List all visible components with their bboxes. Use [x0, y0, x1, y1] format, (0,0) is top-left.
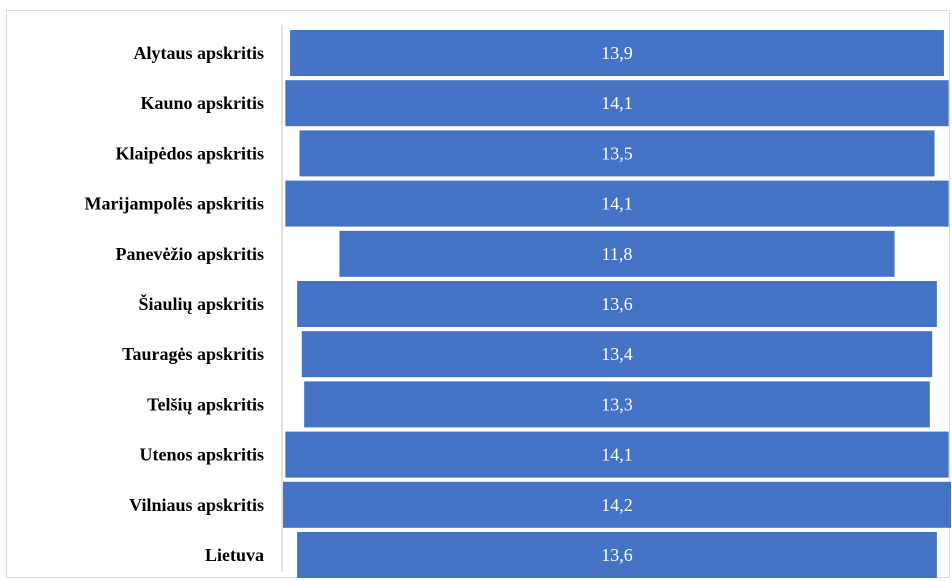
bar-value-label: 14,1: [601, 93, 633, 113]
bar-value-label: 14,2: [601, 495, 633, 515]
bar: [299, 130, 935, 177]
bar: [285, 80, 949, 127]
category-label: Šiaulių apskritis: [138, 293, 264, 314]
category-label: Kauno apskritis: [140, 93, 264, 113]
category-label: Panevėžio apskritis: [116, 244, 265, 264]
bar: [304, 381, 930, 428]
bar: [290, 30, 944, 76]
bar-value-label: 13,3: [601, 394, 633, 414]
category-label: Utenos apskritis: [139, 445, 264, 465]
bar: [339, 230, 895, 277]
category-label: Alytaus apskritis: [133, 43, 264, 63]
category-label: Lietuva: [205, 545, 264, 565]
bar-value-label: 13,6: [601, 545, 633, 565]
category-label: Marijampolės apskritis: [85, 194, 265, 214]
category-label: Tauragės apskritis: [122, 344, 264, 364]
bar: [301, 331, 933, 378]
category-label: Vilniaus apskritis: [129, 495, 264, 515]
category-label: Telšių apskritis: [147, 394, 264, 414]
bar: [297, 281, 937, 327]
bar: [285, 431, 949, 478]
bar-value-label: 14,1: [601, 445, 633, 465]
bar: [285, 180, 949, 227]
bar-value-label: 13,9: [601, 43, 633, 63]
bar-value-label: 13,6: [601, 294, 633, 314]
bar: [283, 481, 951, 528]
bar-value-label: 14,1: [601, 194, 633, 214]
category-label: Klaipėdos apskritis: [115, 143, 264, 163]
bar-value-label: 13,4: [601, 344, 633, 364]
bar-value-label: 11,8: [602, 244, 633, 264]
bar-value-label: 13,5: [601, 143, 633, 163]
bar: [297, 532, 937, 578]
